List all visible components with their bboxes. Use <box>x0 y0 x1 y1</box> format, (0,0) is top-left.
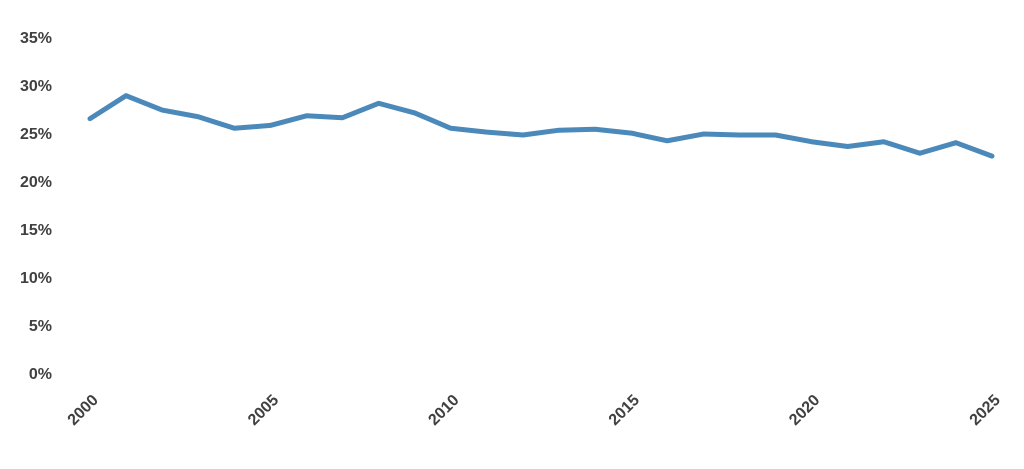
x-tick-label: 2020 <box>786 392 823 429</box>
x-tick-label: 2000 <box>65 392 102 429</box>
x-tick-label: 2010 <box>425 392 462 429</box>
y-tick-label: 5% <box>29 318 52 335</box>
x-tick-label: 2005 <box>245 392 282 429</box>
y-tick-label: 15% <box>20 222 52 239</box>
data-line <box>87 93 995 159</box>
y-tick-label: 10% <box>20 270 52 287</box>
y-tick-label: 35% <box>20 30 52 47</box>
x-tick-label: 2015 <box>606 392 643 429</box>
y-tick-label: 25% <box>20 126 52 143</box>
x-tick-label: 2025 <box>967 392 1004 429</box>
y-tick-label: 0% <box>29 366 52 383</box>
y-tick-label: 20% <box>20 174 52 191</box>
y-tick-label: 30% <box>20 78 52 95</box>
